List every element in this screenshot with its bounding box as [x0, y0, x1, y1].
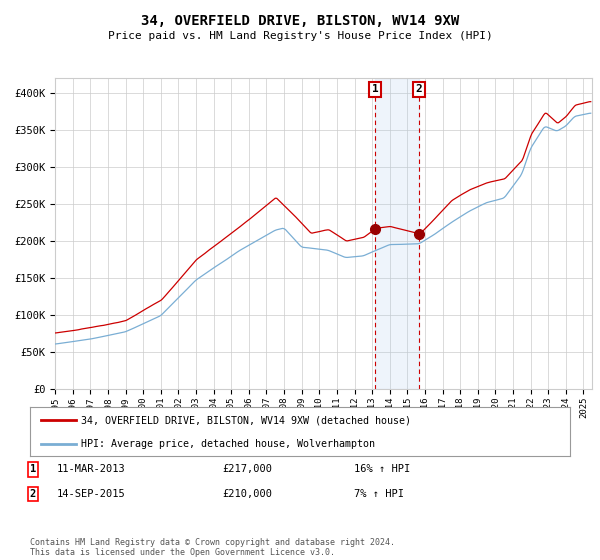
Text: 2: 2: [30, 489, 36, 499]
Text: Contains HM Land Registry data © Crown copyright and database right 2024.
This d: Contains HM Land Registry data © Crown c…: [30, 538, 395, 557]
Text: 2: 2: [416, 85, 422, 95]
Text: 34, OVERFIELD DRIVE, BILSTON, WV14 9XW (detached house): 34, OVERFIELD DRIVE, BILSTON, WV14 9XW (…: [82, 416, 412, 426]
Text: 14-SEP-2015: 14-SEP-2015: [57, 489, 126, 499]
Text: £210,000: £210,000: [222, 489, 272, 499]
Text: 34, OVERFIELD DRIVE, BILSTON, WV14 9XW: 34, OVERFIELD DRIVE, BILSTON, WV14 9XW: [141, 14, 459, 28]
Text: 1: 1: [30, 464, 36, 474]
Text: 16% ↑ HPI: 16% ↑ HPI: [354, 464, 410, 474]
Text: 1: 1: [372, 85, 379, 95]
Text: HPI: Average price, detached house, Wolverhampton: HPI: Average price, detached house, Wolv…: [82, 439, 376, 449]
Text: £217,000: £217,000: [222, 464, 272, 474]
Text: 7% ↑ HPI: 7% ↑ HPI: [354, 489, 404, 499]
Text: 11-MAR-2013: 11-MAR-2013: [57, 464, 126, 474]
Bar: [375, 78, 419, 389]
Text: Price paid vs. HM Land Registry's House Price Index (HPI): Price paid vs. HM Land Registry's House …: [107, 31, 493, 41]
